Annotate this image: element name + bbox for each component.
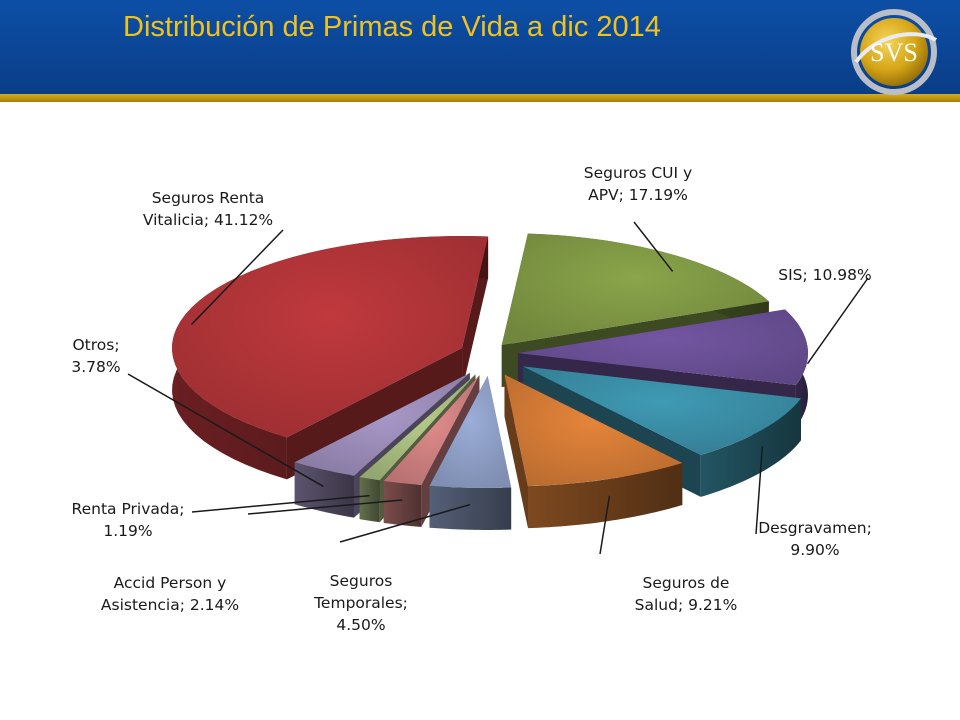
slice-label-2: Desgravamen; 9.90% xyxy=(758,519,872,559)
slice-label-line: 3.78% xyxy=(71,358,120,376)
slice-label-4: Seguros Temporales; 4.50% xyxy=(313,572,408,634)
slice-top-2 xyxy=(523,366,801,455)
slice-label-line: Desgravamen; xyxy=(758,519,872,537)
slice-label-line: 1.19% xyxy=(103,522,152,540)
slice-label-7: Otros; 3.78% xyxy=(71,336,120,376)
svs-logo: SVS xyxy=(851,9,938,95)
leader-line-8 xyxy=(191,229,284,325)
slice-label-line: Renta Privada; xyxy=(72,500,185,518)
pie-slice-4 xyxy=(429,375,512,530)
slice-label-line: Vitalicia; 41.12% xyxy=(143,211,273,229)
slice-label-line: APV; 17.19% xyxy=(588,186,688,204)
slice-top-7 xyxy=(294,372,470,476)
slice-label-5: Accid Person y Asistencia; 2.14% xyxy=(101,574,239,614)
slice-top-0 xyxy=(501,233,769,346)
leader-line-4 xyxy=(339,503,471,543)
leader-line-7 xyxy=(127,373,324,488)
slice-top-1 xyxy=(517,309,808,386)
leader-line-6 xyxy=(191,494,370,513)
slice-label-line: Otros; xyxy=(72,336,119,354)
slice-label-line: Seguros de xyxy=(643,574,730,592)
logo-text: SVS xyxy=(870,38,918,67)
slice-label-line: Seguros xyxy=(330,572,393,590)
slice-top-5 xyxy=(383,375,480,485)
logo-swoosh xyxy=(854,32,938,64)
leader-line-5 xyxy=(247,499,403,515)
page-title: Distribución de Primas de Vida a dic 201… xyxy=(123,11,661,43)
logo-ring xyxy=(851,9,937,95)
slice-label-line: Salud; 9.21% xyxy=(635,596,738,614)
slice-rim-5 xyxy=(383,480,422,527)
slice-label-line: 9.90% xyxy=(790,541,839,559)
slice-label-line: Seguros CUI y xyxy=(584,164,692,182)
slice-label-line: 4.50% xyxy=(336,616,385,634)
slice-rim-3 xyxy=(528,462,683,529)
slice-wall-3-1 xyxy=(504,374,529,529)
header-accent-stripe xyxy=(0,94,960,102)
leader-line-1 xyxy=(806,277,869,365)
header-bar xyxy=(0,0,960,94)
slice-top-8 xyxy=(172,236,489,438)
slice-label-line: Seguros Renta xyxy=(152,189,265,207)
slice-label-1: SIS; 10.98% xyxy=(778,266,872,284)
slice-label-8: Seguros Renta Vitalicia; 41.12% xyxy=(143,189,273,229)
slice-rim-6 xyxy=(359,477,380,523)
slice-label-3: Seguros de Salud; 9.21% xyxy=(635,574,738,614)
slice-top-6 xyxy=(359,374,476,481)
leader-line-2 xyxy=(755,446,764,535)
slice-rim-4 xyxy=(429,485,512,530)
slice-label-0: Seguros CUI y APV; 17.19% xyxy=(584,164,692,204)
slice-rim-2 xyxy=(700,398,801,497)
leader-line-3 xyxy=(599,495,611,555)
pie-chart: Seguros CUI y APV; 17.19% SIS; 10.98% Desgr… xyxy=(71,164,872,634)
slice-rim-7 xyxy=(294,462,355,518)
pie-slice-3 xyxy=(504,374,683,529)
slice-top-3 xyxy=(504,374,683,487)
leader-line-0 xyxy=(633,221,674,272)
slice-label-line: Temporales; xyxy=(313,594,408,612)
slice-label-line: SIS; 10.98% xyxy=(778,266,872,284)
slice-label-6: Renta Privada; 1.19% xyxy=(72,500,185,540)
slice-label-line: Accid Person y xyxy=(114,574,227,592)
slice-top-4 xyxy=(429,375,512,488)
slice-label-line: Asistencia; 2.14% xyxy=(101,596,239,614)
